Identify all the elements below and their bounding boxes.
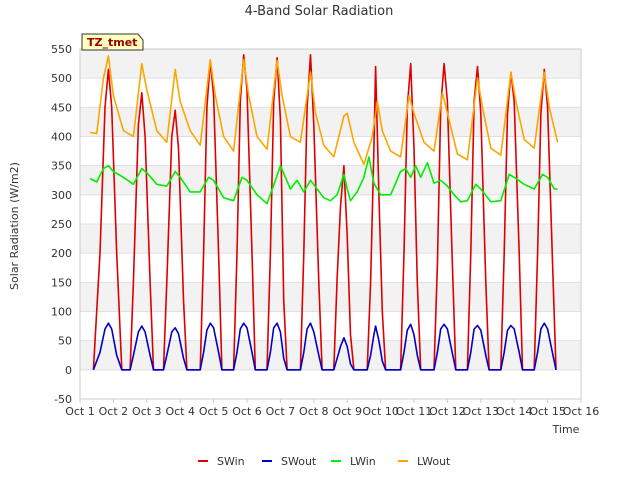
background-band (80, 107, 581, 137)
background-band (80, 369, 581, 399)
y-tick-label: 250 (51, 218, 72, 231)
legend: SWin SWout LWin LWout (198, 455, 451, 468)
x-tick-label: Oct 12 (429, 405, 466, 418)
site-label-badge: TZ_tmet (81, 33, 144, 51)
y-axis-label: Solar Radiation (W/m2) (8, 162, 21, 290)
y-tick-label: 450 (51, 101, 72, 114)
series-line-lwout (89, 55, 559, 166)
series-lines (89, 54, 559, 371)
x-tick-label: Oct 5 (199, 405, 229, 418)
y-tick-label: 50 (58, 335, 72, 348)
x-tick-label: Oct 2 (99, 405, 129, 418)
x-tick-label: Oct 1 (65, 405, 95, 418)
x-tick-label: Oct 3 (132, 405, 162, 418)
background-band (80, 165, 581, 195)
y-tick-label: 350 (51, 160, 72, 173)
x-tick-label: Oct 14 (496, 405, 533, 418)
y-tick-label: 550 (51, 43, 72, 56)
x-tick-label: Oct 6 (232, 405, 262, 418)
y-tick-label: -50 (54, 393, 72, 406)
y-tick-label: 400 (51, 131, 72, 144)
y-tick-label: 100 (51, 306, 72, 319)
plot-background-bands (80, 49, 581, 399)
x-axis-label: Time (552, 423, 580, 436)
x-tick-label: Oct 7 (266, 405, 296, 418)
y-tick-label: 300 (51, 189, 72, 202)
y-tick-label: 0 (65, 364, 72, 377)
background-band (80, 311, 581, 341)
x-tick-label: Oct 9 (332, 405, 362, 418)
background-band (80, 282, 581, 312)
background-band (80, 78, 581, 108)
y-tick-label: 200 (51, 247, 72, 260)
x-axis-ticks: Oct 1 Oct 2 Oct 3 Oct 4 Oct 5 Oct 6 Oct 7 Oct 8… (65, 399, 599, 418)
plot-frame (79, 48, 582, 400)
x-tick-label: Oct 15 (529, 405, 566, 418)
legend-label-lwin: LWin (350, 455, 376, 468)
site-label: TZ_tmet (87, 36, 137, 49)
background-band (80, 224, 581, 254)
series-line-swout (92, 322, 557, 371)
chart-title: 4-Band Solar Radiation (245, 4, 394, 19)
y-tick-label: 150 (51, 276, 72, 289)
x-tick-label: Oct 11 (396, 405, 433, 418)
y-axis-ticks: -50 0 50 100 150 200 250 300 350 400 450 500 550 (51, 43, 72, 406)
background-band (80, 49, 581, 79)
series-line-lwin (89, 156, 558, 205)
background-band (80, 253, 581, 283)
x-tick-label: Oct 16 (563, 405, 600, 418)
x-tick-label: Oct 4 (165, 405, 195, 418)
background-band (80, 136, 581, 166)
x-tick-label: Oct 13 (463, 405, 500, 418)
legend-label-lwout: LWout (417, 455, 451, 468)
x-tick-label: Oct 10 (362, 405, 399, 418)
legend-label-swout: SWout (281, 455, 317, 468)
x-tick-label: Oct 8 (299, 405, 329, 418)
legend-label-swin: SWin (217, 455, 245, 468)
y-tick-label: 500 (51, 72, 72, 85)
